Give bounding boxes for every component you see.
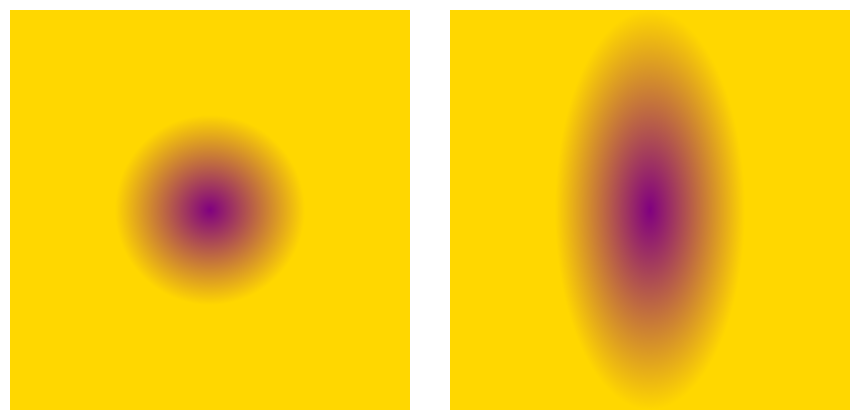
circular-gradient-panel bbox=[10, 10, 410, 410]
elliptical-gradient-panel bbox=[450, 10, 850, 410]
